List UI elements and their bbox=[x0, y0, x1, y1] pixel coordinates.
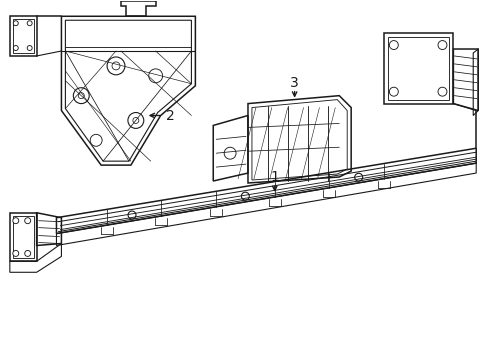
Circle shape bbox=[13, 218, 19, 224]
Circle shape bbox=[27, 46, 32, 50]
Circle shape bbox=[128, 211, 136, 219]
Text: 1: 1 bbox=[270, 170, 279, 184]
Circle shape bbox=[13, 46, 18, 50]
Circle shape bbox=[149, 69, 163, 83]
Circle shape bbox=[90, 134, 102, 146]
Circle shape bbox=[107, 57, 125, 75]
Circle shape bbox=[438, 87, 447, 96]
Circle shape bbox=[24, 251, 31, 256]
Circle shape bbox=[74, 88, 89, 104]
Circle shape bbox=[242, 192, 249, 200]
Circle shape bbox=[438, 41, 447, 50]
Circle shape bbox=[390, 41, 398, 50]
Circle shape bbox=[224, 147, 236, 159]
Circle shape bbox=[78, 93, 84, 99]
Text: 2: 2 bbox=[166, 108, 175, 122]
Text: 3: 3 bbox=[290, 76, 299, 90]
Circle shape bbox=[13, 251, 19, 256]
Circle shape bbox=[390, 87, 398, 96]
Circle shape bbox=[128, 113, 144, 129]
Circle shape bbox=[13, 21, 18, 26]
Circle shape bbox=[355, 173, 363, 181]
Circle shape bbox=[27, 21, 32, 26]
Circle shape bbox=[112, 62, 120, 70]
Circle shape bbox=[133, 117, 139, 123]
Circle shape bbox=[24, 218, 31, 224]
